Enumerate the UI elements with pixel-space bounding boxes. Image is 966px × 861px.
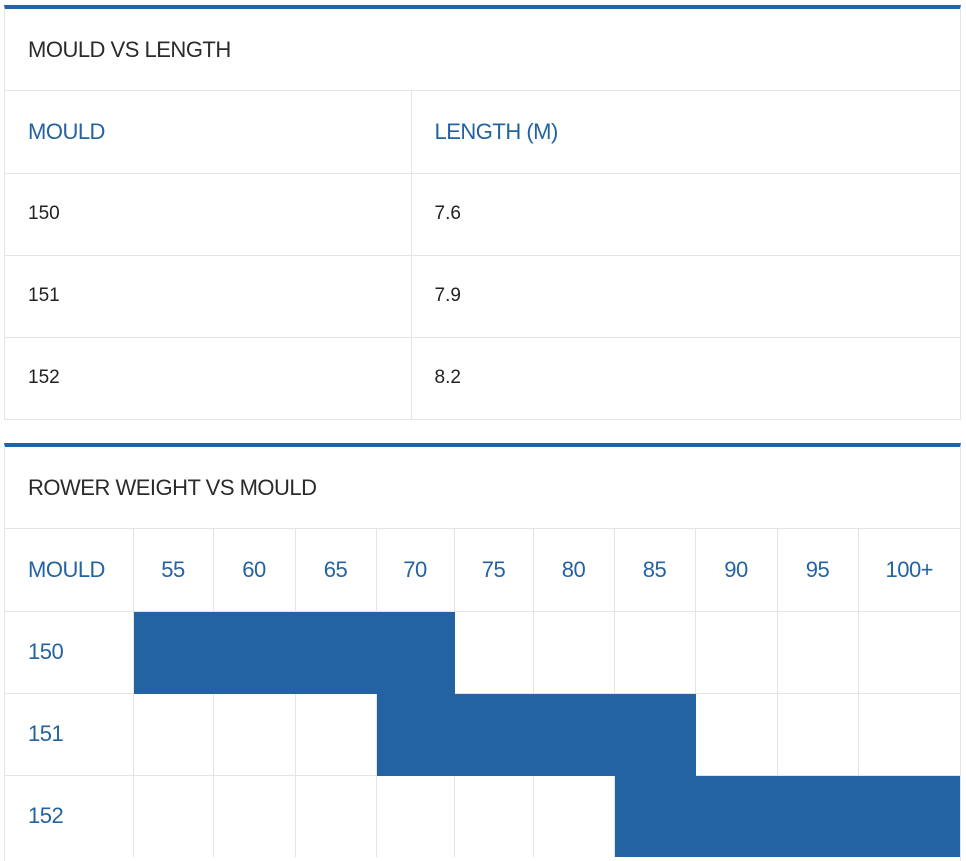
weight-cell — [375, 610, 455, 694]
table-row: 152 — [5, 774, 960, 857]
weight-cell — [294, 692, 377, 776]
table-row: 150 7.6 — [5, 172, 960, 256]
weight-cell — [294, 774, 377, 857]
weight-header: 65 — [294, 529, 377, 612]
table-row: 152 8.2 — [5, 336, 960, 419]
weight-cell — [212, 610, 296, 694]
length-cell: 8.2 — [410, 336, 960, 419]
weight-cell — [132, 774, 214, 857]
weight-cell — [212, 692, 296, 776]
weight-cell — [613, 692, 696, 776]
weight-cell — [453, 610, 534, 694]
weight-header: 95 — [776, 529, 859, 612]
mould-cell: 151 — [5, 254, 412, 338]
weight-cell — [613, 610, 696, 694]
weight-cell — [857, 774, 960, 857]
weight-cell — [132, 692, 214, 776]
weight-mould-table: MOULD 55 60 65 70 75 80 85 90 95 100+ 15… — [5, 529, 960, 857]
weight-header: 85 — [613, 529, 696, 612]
mould-label: 152 — [5, 774, 134, 857]
weight-cell — [694, 610, 778, 694]
mould-corner-header: MOULD — [5, 529, 134, 612]
weight-cell — [212, 774, 296, 857]
weight-cell — [694, 774, 778, 857]
weight-cell — [453, 692, 534, 776]
weight-cell — [532, 610, 615, 694]
weight-mould-card: ROWER WEIGHT VS MOULD MOULD 55 60 65 70 … — [4, 443, 961, 861]
length-column-header: LENGTH (M) — [410, 91, 960, 174]
weight-cell — [694, 692, 778, 776]
table-row: 151 7.9 — [5, 254, 960, 338]
mould-cell: 150 — [5, 172, 412, 256]
weight-header-row: MOULD 55 60 65 70 75 80 85 90 95 100+ — [5, 529, 960, 612]
weight-header: 60 — [212, 529, 296, 612]
weight-cell — [776, 610, 859, 694]
table-header-row: MOULD LENGTH (M) — [5, 91, 960, 174]
table-row: 150 — [5, 610, 960, 694]
weight-mould-title: ROWER WEIGHT VS MOULD — [5, 447, 960, 529]
weight-cell — [375, 774, 455, 857]
weight-header: 80 — [532, 529, 615, 612]
weight-cell — [294, 610, 377, 694]
weight-header: 75 — [453, 529, 534, 612]
weight-header: 70 — [375, 529, 455, 612]
weight-header: 100+ — [857, 529, 960, 612]
mould-label: 151 — [5, 692, 134, 776]
mould-length-table: MOULD LENGTH (M) 150 7.6 151 7.9 152 8.2 — [5, 91, 960, 419]
weight-cell — [776, 692, 859, 776]
weight-header: 90 — [694, 529, 778, 612]
mould-length-card: MOULD VS LENGTH MOULD LENGTH (M) 150 7.6… — [4, 5, 961, 420]
mould-length-title: MOULD VS LENGTH — [5, 9, 960, 91]
mould-label: 150 — [5, 610, 134, 694]
length-cell: 7.6 — [410, 172, 960, 256]
table-row: 151 — [5, 692, 960, 776]
weight-cell — [613, 774, 696, 857]
weight-header: 55 — [132, 529, 214, 612]
weight-cell — [857, 692, 960, 776]
weight-cell — [857, 610, 960, 694]
weight-cell — [375, 692, 455, 776]
weight-cell — [776, 774, 859, 857]
weight-cell — [132, 610, 214, 694]
weight-cell — [532, 692, 615, 776]
mould-cell: 152 — [5, 336, 412, 419]
mould-column-header: MOULD — [5, 91, 412, 174]
weight-cell — [453, 774, 534, 857]
weight-cell — [532, 774, 615, 857]
length-cell: 7.9 — [410, 254, 960, 338]
